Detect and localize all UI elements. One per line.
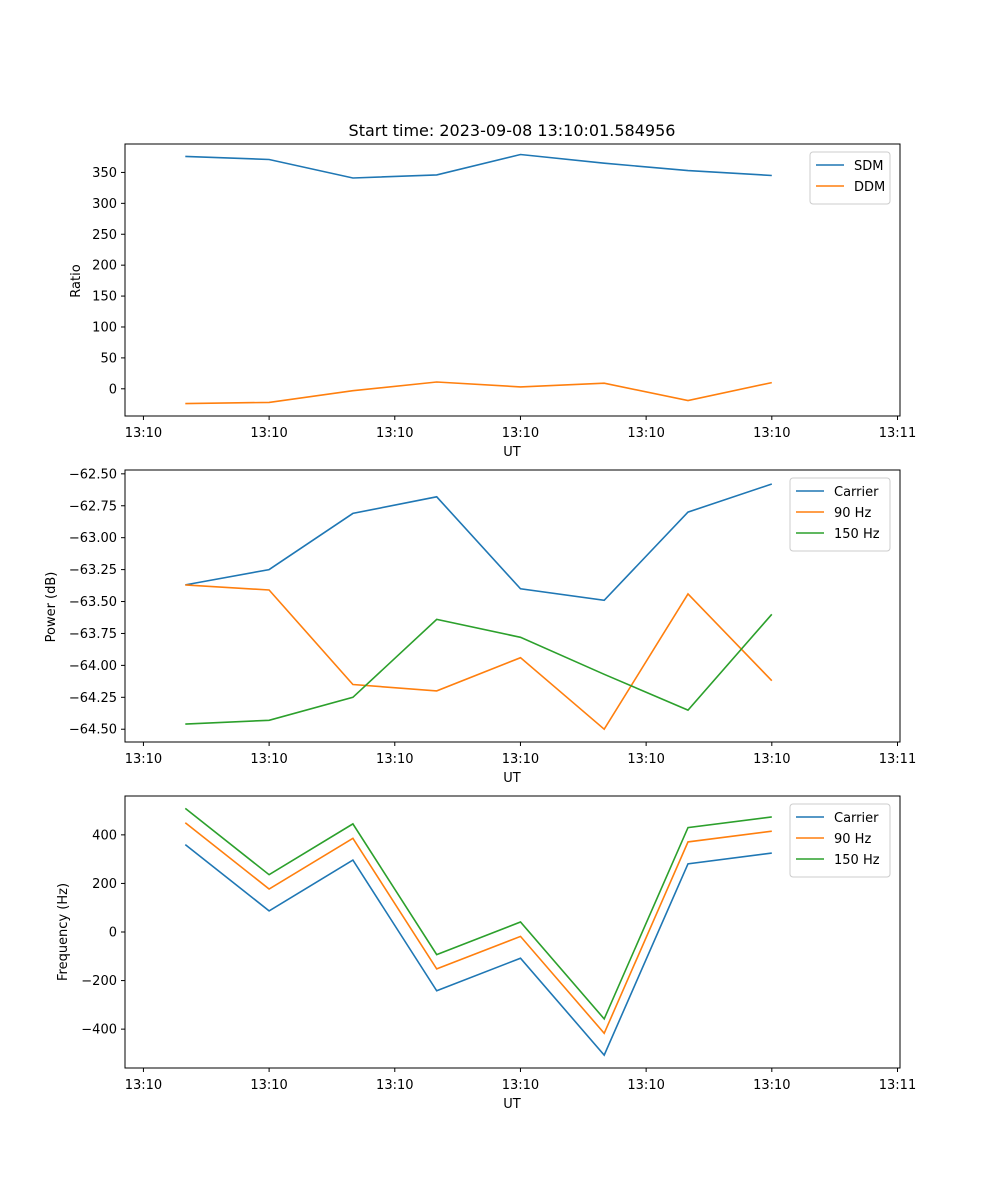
frequency-y-axis-label: Frequency (Hz)	[56, 883, 71, 981]
power-legend-label-90-hz: 90 Hz	[834, 506, 871, 521]
ratio-panel: Start time: 2023-09-08 13:10:01.584956 1…	[69, 121, 916, 460]
power-series-90-hz-line	[185, 584, 773, 731]
power-x-tick-label: 13:10	[753, 752, 790, 767]
frequency-legend-label-150-hz: 150 Hz	[834, 853, 880, 868]
power-y-tick-label: −63.00	[69, 531, 117, 546]
frequency-x-tick-label: 13:10	[502, 1078, 539, 1093]
frequency-y-tick-label: −400	[81, 1023, 117, 1038]
ratio-y-axis-label: Ratio	[69, 264, 84, 297]
power-panel: 13:10 13:10 13:10 13:10 13:10 13:10 13:11 −64.5…	[44, 467, 916, 786]
power-x-tick-label: 13:10	[376, 752, 413, 767]
power-legend-label-carrier: Carrier	[834, 485, 879, 500]
power-y-tick-label: −64.25	[69, 691, 117, 706]
power-y-tick-label: −64.50	[69, 723, 117, 738]
ratio-x-tick-label: 13:10	[250, 426, 287, 441]
power-series-150-hz-line	[185, 613, 773, 725]
frequency-series-carrier-line	[184, 843, 772, 1057]
power-series-carrier-line	[185, 483, 773, 602]
ratio-x-tick-label: 13:10	[376, 426, 413, 441]
ratio-plot-frame	[124, 143, 901, 417]
power-y-tick-label: −64.00	[69, 659, 117, 674]
power-legend-label-150-hz: 150 Hz	[834, 527, 880, 542]
frequency-y-tick-label: −200	[81, 974, 117, 989]
ratio-x-tick-label: 13:11	[879, 426, 916, 441]
power-y-axis-label: Power (dB)	[44, 572, 59, 643]
frequency-x-tick-label: 13:11	[879, 1078, 916, 1093]
frequency-x-tick-label: 13:10	[376, 1078, 413, 1093]
power-x-tick-label: 13:10	[502, 752, 539, 767]
frequency-y-tick-label: 0	[109, 926, 117, 941]
ratio-x-tick-label: 13:10	[627, 426, 664, 441]
ratio-x-axis-label: UT	[503, 445, 521, 460]
ratio-y-tick-label: 250	[92, 228, 117, 243]
power-x-tick-label: 13:10	[125, 752, 162, 767]
power-y-tick-label: −62.50	[69, 467, 117, 482]
ratio-x-tick-label: 13:10	[125, 426, 162, 441]
frequency-legend-label-90-hz: 90 Hz	[834, 832, 871, 847]
power-x-tick-label: 13:10	[627, 752, 664, 767]
frequency-x-tick-label: 13:10	[250, 1078, 287, 1093]
ratio-series-ddm-line	[185, 381, 772, 405]
ratio-y-tick-label: 350	[92, 166, 117, 181]
power-x-axis-label: UT	[503, 771, 521, 786]
power-y-tick-label: −63.50	[69, 595, 117, 610]
ratio-x-tick-label: 13:10	[502, 426, 539, 441]
chart-title: Start time: 2023-09-08 13:10:01.584956	[349, 121, 676, 140]
power-y-tick-label: −62.75	[69, 499, 117, 514]
frequency-panel: 13:10 13:10 13:10 13:10 13:10 13:10 13:11 −400 −…	[56, 795, 916, 1112]
power-y-tick-label: −63.75	[69, 627, 117, 642]
power-x-tick-label: 13:11	[879, 752, 916, 767]
frequency-series-90-hz-line	[184, 822, 772, 1035]
frequency-x-tick-label: 13:10	[627, 1078, 664, 1093]
power-y-tick-label: −63.25	[69, 563, 117, 578]
ratio-legend-label-sdm: SDM	[854, 159, 883, 174]
power-plot-frame	[124, 469, 901, 743]
ratio-y-tick-label: 300	[92, 197, 117, 212]
ratio-x-tick-label: 13:10	[753, 426, 790, 441]
frequency-x-tick-label: 13:10	[753, 1078, 790, 1093]
ratio-y-tick-label: 200	[92, 259, 117, 274]
frequency-y-tick-label: 200	[92, 877, 117, 892]
frequency-y-tick-label: 400	[92, 828, 117, 843]
frequency-x-tick-label: 13:10	[125, 1078, 162, 1093]
frequency-legend-label-carrier: Carrier	[834, 811, 879, 826]
frequency-series-150-hz-line	[184, 807, 772, 1021]
ratio-y-tick-label: 0	[109, 382, 117, 397]
ratio-y-tick-label: 50	[100, 351, 117, 366]
ratio-series-sdm-line	[185, 153, 772, 179]
ratio-legend-label-ddm: DDM	[854, 180, 885, 195]
ratio-y-tick-label: 100	[92, 320, 117, 335]
power-x-tick-label: 13:10	[250, 752, 287, 767]
frequency-x-axis-label: UT	[503, 1097, 521, 1112]
ratio-y-tick-label: 150	[92, 290, 117, 305]
